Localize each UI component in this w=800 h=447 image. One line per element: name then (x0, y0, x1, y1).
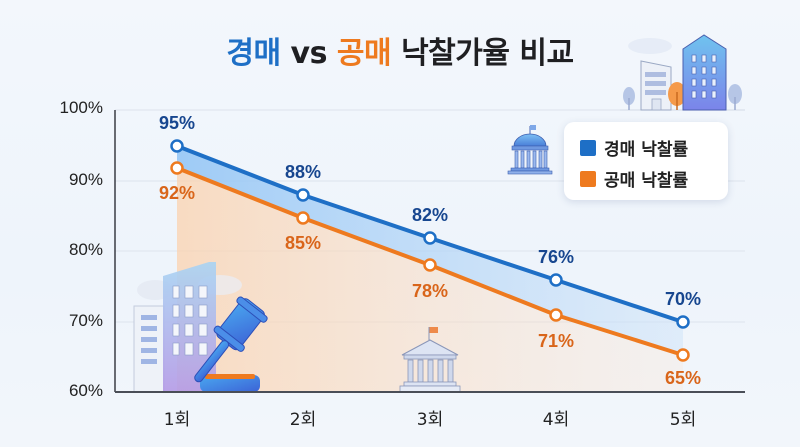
building-icon (640, 60, 672, 111)
auction-label-1: 95% (158, 113, 196, 133)
auction-label-2: 88% (284, 162, 322, 182)
x-tick-5: 5회 (669, 410, 697, 430)
legend-swatch-auction (580, 139, 596, 156)
public-label-1: 92% (158, 183, 196, 203)
legend-item-public-sale[interactable]: 공매 낙찰률 (580, 166, 688, 191)
auction-label-5: 70% (664, 289, 702, 309)
data-point (676, 348, 690, 362)
data-point (423, 258, 437, 272)
public-label-4: 71% (537, 331, 575, 351)
title-auction: 경매 (226, 36, 281, 71)
data-point (170, 139, 184, 153)
legend-label-auction: 경매 낙찰률 (604, 140, 689, 160)
public-label-3: 78% (411, 281, 449, 301)
legend-label-public-sale: 공매 낙찰률 (604, 171, 689, 191)
data-point (296, 211, 310, 225)
data-point (549, 273, 563, 287)
gavel-icon (194, 296, 268, 392)
legend-item-auction[interactable]: 경매 낙찰률 (580, 135, 688, 160)
x-tick-4: 4회 (542, 410, 570, 430)
chart-title: 경매 vs 공매 낙찰가율 비교 (0, 28, 800, 72)
public-sale-markers (170, 161, 690, 362)
x-tick-3: 3회 (416, 410, 444, 430)
courthouse-icon (507, 125, 553, 175)
tree-icon (668, 82, 686, 110)
x-tick-2: 2회 (289, 410, 317, 430)
data-point (549, 308, 563, 322)
tree-icon (623, 87, 635, 110)
y-tick-60: 60% (68, 381, 103, 400)
data-point (170, 161, 184, 175)
legend: 경매 낙찰률 공매 낙찰률 (564, 122, 728, 200)
y-tick-70: 70% (68, 311, 103, 330)
data-point (296, 188, 310, 202)
auction-markers (170, 139, 690, 329)
building-icon (682, 34, 727, 111)
x-tick-1: 1회 (163, 410, 191, 430)
city-illustration (133, 262, 242, 393)
data-point (423, 231, 437, 245)
legend-swatch-public-sale (580, 170, 596, 187)
title-vs: vs (290, 36, 328, 71)
y-tick-80: 80% (68, 240, 103, 259)
skyline-illustration (620, 34, 745, 111)
public-label-2: 85% (284, 233, 322, 253)
auction-label-4: 76% (537, 247, 575, 267)
title-rest: 낙찰가율 비교 (401, 36, 574, 71)
title-public-sale: 공매 (336, 36, 392, 71)
tree-icon (728, 84, 742, 110)
auction-label-3: 82% (411, 205, 449, 225)
government-building-icon (399, 327, 461, 393)
y-tick-100: 100% (59, 98, 103, 117)
data-point (676, 315, 690, 329)
y-tick-90: 90% (68, 170, 103, 189)
public-label-5: 65% (664, 368, 702, 388)
